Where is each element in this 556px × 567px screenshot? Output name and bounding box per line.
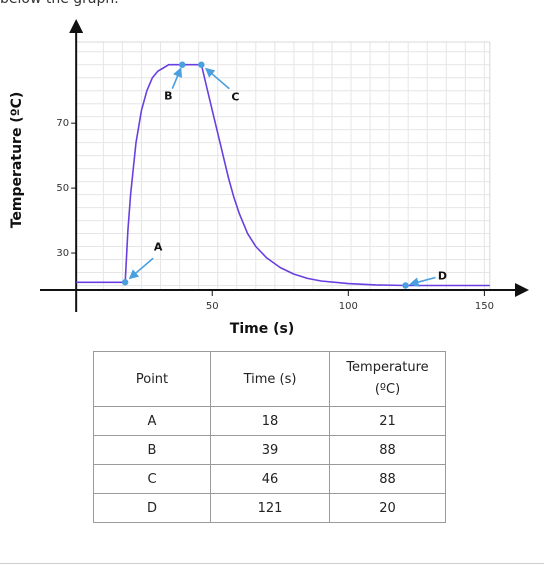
y-tick-label: 70 [56,118,69,129]
labeled-points: A B C D [121,61,447,289]
grid-lines [75,41,491,291]
cell-time: 121 [210,493,330,523]
cell-temperature: 20 [329,493,446,523]
point-b-arrow [171,67,182,90]
table-header-row: Point Time (s) Temperature (ºC) [93,351,446,407]
x-tick-label: 50 [206,301,219,312]
axes [40,19,529,312]
y-tick-label: 30 [56,248,69,259]
cut-off-question-text: below the graph. [0,0,556,13]
point-c-arrow [204,67,230,90]
point-c-marker [198,61,205,68]
cell-temperature: 88 [329,464,446,494]
column-header-temperature: Temperature (ºC) [329,351,446,407]
temperature-time-chart: 50 100 150 30 50 70 A B C D Time (s) Temperature… [9,19,529,337]
cell-point: B [93,435,211,465]
point-a-label: A [154,240,163,253]
table-row: D 121 20 [93,493,446,523]
data-table: Point Time (s) Temperature (ºC) A 18 21 … [93,351,446,523]
bottom-divider [0,563,544,564]
temperature-series-line [76,63,490,287]
cell-time: 46 [210,464,330,494]
point-b-marker [179,61,186,68]
grid-border [75,41,491,291]
y-tick-label: 50 [56,183,69,194]
tick-labels: 50 100 150 30 50 70 [56,118,494,312]
series-layer [76,63,490,287]
cell-point: C [93,464,211,494]
cell-temperature: 88 [329,435,446,465]
point-d-arrow [409,276,436,287]
cell-time: 39 [210,435,330,465]
x-axis-title: Time (s) [230,321,294,337]
cell-temperature: 21 [329,406,446,436]
point-a-arrow [128,257,154,280]
x-tick-label: 100 [339,301,358,312]
point-a-marker [121,279,129,286]
point-d-label: D [438,270,447,283]
column-header-temperature-line1: Temperature [346,360,429,375]
table-row: C 46 88 [93,464,446,494]
point-c-label: C [231,91,239,104]
table-row: B 39 88 [93,435,446,465]
y-axis-title: Temperature (ºC) [9,92,25,229]
column-header-time: Time (s) [210,351,330,407]
x-tick-label: 150 [475,301,494,312]
cell-point: A [93,406,211,436]
column-header-point: Point [93,351,211,407]
column-header-temperature-line2: (ºC) [374,382,401,397]
cell-point: D [93,493,211,523]
cell-time: 18 [210,406,330,436]
table-row: A 18 21 [93,406,446,436]
point-d-marker [402,282,409,289]
point-b-label: B [164,90,172,103]
